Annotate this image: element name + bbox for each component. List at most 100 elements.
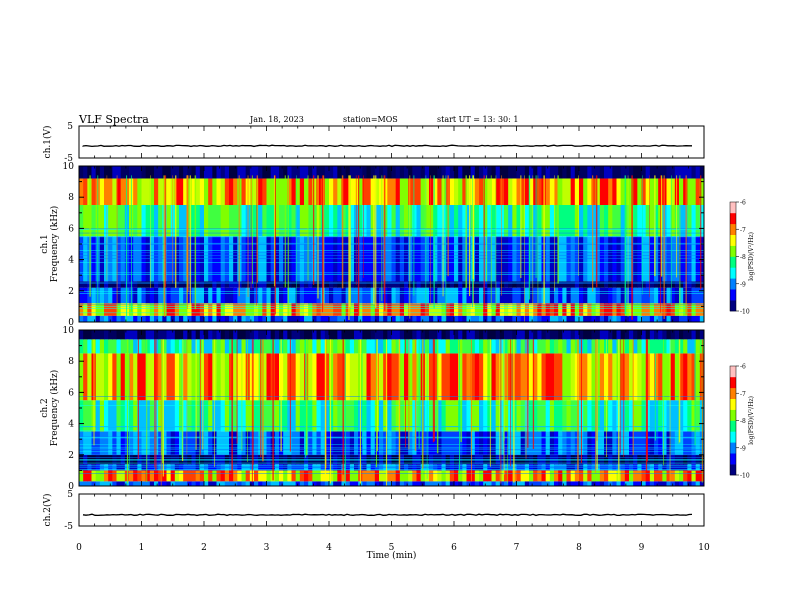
spectrogram-cell <box>545 330 551 340</box>
spectrogram-cell <box>312 481 317 486</box>
spectrogram-cell <box>370 353 376 401</box>
spectrogram-cell <box>587 281 592 288</box>
spectrogram-cell <box>683 205 688 237</box>
spectrogram-cell <box>258 330 263 340</box>
spectrogram-cell <box>108 281 113 288</box>
spectrogram-cell <box>333 303 338 316</box>
spectrogram-cell <box>449 470 455 482</box>
spectrogram-cell <box>112 330 117 340</box>
spectrogram-cell <box>79 470 84 482</box>
spectrogram-cell <box>112 353 117 401</box>
spectrogram-cell <box>566 339 572 354</box>
spectrogram-cell <box>254 431 259 455</box>
spectrogram-cell <box>287 431 292 455</box>
spectrogram-cell <box>449 339 455 354</box>
spectrogram-cell <box>570 303 576 316</box>
spectrogram-cell <box>120 339 126 354</box>
spectrogram-cell <box>329 178 334 205</box>
spectrogram-cell <box>212 281 217 288</box>
spectrogram-cell <box>429 470 434 482</box>
spectrogram-cell <box>387 470 392 482</box>
spectrogram-cell <box>629 315 634 322</box>
spectrogram-cell <box>608 353 613 401</box>
spectrogram-cell <box>495 431 501 455</box>
spectrogram-cell <box>395 205 401 237</box>
spectrogram-cell <box>329 166 334 179</box>
spectrogram-cell <box>541 481 547 486</box>
spectrogram-cell <box>295 287 301 304</box>
spectrogram-cell <box>408 166 413 179</box>
spectrogram-cell <box>349 166 355 179</box>
spectrogram-cell <box>341 205 347 237</box>
spectrogram-cell <box>287 481 292 486</box>
spectrogram-cell <box>466 481 472 486</box>
spectrogram-cell <box>270 205 276 237</box>
spectrogram-cell <box>487 166 492 179</box>
spectrogram-cell <box>204 400 209 432</box>
y-axis-label: Frequency (kHz) <box>49 370 60 447</box>
spectrogram-cell <box>187 431 192 455</box>
spectrogram-cell <box>95 330 101 340</box>
spectrogram-cell <box>174 205 180 237</box>
spectrogram-cell <box>204 178 209 205</box>
colorbar-segment <box>730 202 736 214</box>
spectrogram-cell <box>429 315 434 322</box>
spectrogram-cell <box>574 330 580 340</box>
spectrogram-cell <box>670 315 676 322</box>
spectrogram-cell <box>312 339 317 354</box>
spectrogram-cell <box>366 303 372 316</box>
spectrogram-cell <box>199 431 205 455</box>
spectrogram-cell <box>374 481 380 486</box>
spectrogram-cell <box>258 481 263 486</box>
spectrogram-cell <box>145 339 151 354</box>
spectrogram-cell <box>533 431 538 455</box>
spectrogram-cell <box>466 166 472 179</box>
spectrogram-cell <box>504 205 509 237</box>
spectrogram-cell <box>324 353 330 401</box>
spectrogram-cell <box>679 481 684 486</box>
spectrogram-cell <box>287 205 292 237</box>
spectrogram-cell <box>454 400 459 432</box>
spectrogram-cell <box>399 330 405 340</box>
spectrogram-cell <box>404 205 409 237</box>
spectrogram-cell <box>483 303 488 316</box>
y-axis-label: Frequency (kHz) <box>49 206 60 283</box>
spectrogram-cell <box>466 287 472 304</box>
spectrogram-cell <box>383 315 388 322</box>
spectrogram-cell <box>683 400 688 432</box>
spectrogram-cell <box>154 205 159 237</box>
spectrogram-cell <box>379 339 384 354</box>
spectrogram-cell <box>145 353 151 401</box>
spectrogram-cell <box>312 303 317 316</box>
spectrogram-cell <box>433 166 438 179</box>
spectrogram-cell <box>670 205 676 237</box>
spectrogram-cell <box>274 281 280 288</box>
spectrogram-cell <box>462 287 467 304</box>
spectrogram-cell <box>349 481 355 486</box>
spectrogram-cell <box>179 339 184 354</box>
spectrogram-cell <box>558 178 563 205</box>
spectrogram-cell <box>158 166 163 179</box>
spectrogram-cell <box>87 481 92 486</box>
spectrogram-cell <box>316 431 322 455</box>
spectrogram-cell <box>624 315 630 322</box>
spectrogram-cell <box>291 481 297 486</box>
spectrogram-cell <box>220 166 226 179</box>
spectrogram-cell <box>504 315 509 322</box>
spectrogram-cell <box>274 287 280 304</box>
spectrogram-cell <box>579 481 584 486</box>
spectrogram-cell <box>262 287 267 304</box>
spectrogram-cell <box>599 353 605 401</box>
spectrogram-cell <box>429 281 434 288</box>
spectrogram-cell <box>349 330 355 340</box>
spectrogram-cell <box>333 339 338 354</box>
spectrogram-cell <box>116 287 122 304</box>
spectrogram-cell <box>337 178 342 205</box>
spectrogram-cell <box>437 166 442 179</box>
spectrogram-cell <box>549 470 555 482</box>
spectrogram-cell <box>295 339 301 354</box>
spectrogram-cell <box>541 330 547 340</box>
spectrogram-cell <box>274 166 280 179</box>
spectrogram-cell <box>224 287 230 304</box>
spectrogram-cell <box>349 470 355 482</box>
